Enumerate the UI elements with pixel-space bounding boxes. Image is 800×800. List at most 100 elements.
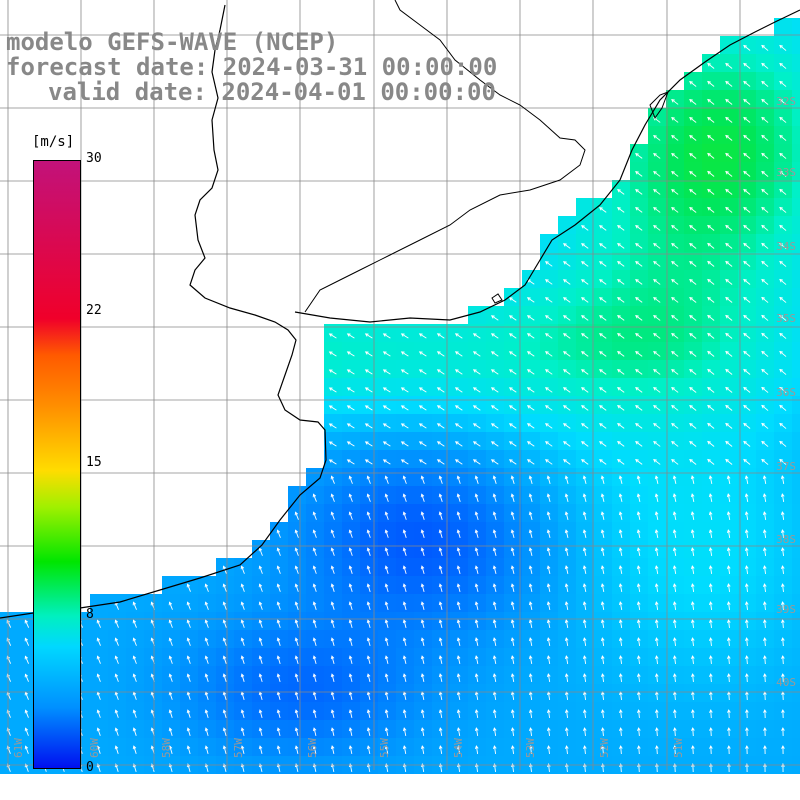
wind-arrow xyxy=(689,422,697,429)
wind-arrow xyxy=(707,62,715,69)
coastline xyxy=(294,9,800,323)
wind-arrow xyxy=(438,619,443,628)
wind-arrow xyxy=(564,475,569,484)
wind-cell xyxy=(792,288,800,306)
wind-arrow xyxy=(779,242,787,249)
wind-arrow xyxy=(600,673,605,683)
wind-arrow xyxy=(743,332,751,339)
wind-cell xyxy=(504,288,522,306)
wind-arrow xyxy=(526,351,535,357)
wind-cell xyxy=(720,378,738,396)
wind-cell xyxy=(504,360,522,378)
wind-arrow xyxy=(384,673,389,682)
wind-arrow xyxy=(472,441,481,447)
wind-cell xyxy=(792,234,800,252)
wind-arrow xyxy=(690,493,695,503)
wind-cell xyxy=(450,360,468,378)
wind-cell xyxy=(558,252,576,270)
wind-arrow xyxy=(490,351,499,357)
wind-arrow xyxy=(763,727,767,737)
wind-arrow xyxy=(689,458,697,465)
wind-arrow xyxy=(725,422,733,429)
wind-arrow xyxy=(707,242,715,249)
wind-arrow xyxy=(743,152,751,159)
wind-cell xyxy=(576,414,594,432)
wind-arrow xyxy=(761,206,769,213)
wind-arrow xyxy=(672,601,677,611)
wind-arrow xyxy=(635,333,643,339)
wind-arrow xyxy=(726,529,731,539)
wind-cell xyxy=(306,468,324,486)
wind-arrow xyxy=(168,637,173,646)
wind-cell xyxy=(396,324,414,342)
wind-arrow xyxy=(653,459,661,465)
wind-cell xyxy=(468,414,486,432)
wind-arrow xyxy=(779,422,787,429)
wind-arrow xyxy=(546,673,551,683)
wind-arrow xyxy=(617,387,625,393)
wind-cell xyxy=(378,432,396,450)
wind-arrow xyxy=(745,655,749,665)
wind-cell xyxy=(342,414,360,432)
wind-arrow xyxy=(653,225,661,231)
wind-arrow xyxy=(744,529,749,539)
wind-arrow xyxy=(726,565,731,575)
wind-cell xyxy=(666,324,684,342)
wind-arrow xyxy=(348,727,353,737)
wind-cell xyxy=(468,450,486,468)
wind-arrow xyxy=(472,423,481,429)
wind-arrow xyxy=(438,511,443,520)
wind-arrow xyxy=(418,405,427,411)
wind-arrow xyxy=(240,565,245,574)
wind-arrow xyxy=(673,745,677,755)
wind-arrow xyxy=(725,206,733,213)
wind-cell xyxy=(630,288,648,306)
wind-cell xyxy=(522,414,540,432)
wind-arrow xyxy=(420,655,425,664)
longitude-label: 57W xyxy=(232,738,245,758)
wind-arrow xyxy=(24,673,29,682)
wind-arrow xyxy=(258,673,263,682)
wind-arrow xyxy=(420,601,425,610)
wind-arrow xyxy=(366,511,371,520)
wind-arrow xyxy=(617,297,625,303)
wind-arrow xyxy=(690,529,695,539)
wind-arrow xyxy=(474,601,479,610)
wind-arrow xyxy=(763,619,767,629)
wind-cell xyxy=(468,432,486,450)
wind-arrow xyxy=(222,673,227,682)
wind-arrow xyxy=(294,601,299,610)
wind-arrow xyxy=(510,655,515,665)
wind-arrow xyxy=(708,475,713,485)
wind-arrow xyxy=(186,745,191,754)
wind-arrow xyxy=(618,619,623,629)
wind-arrow xyxy=(294,565,299,574)
wind-arrow xyxy=(562,369,571,375)
wind-cell xyxy=(594,216,612,234)
wind-arrow xyxy=(258,763,263,772)
wind-cell xyxy=(576,378,594,396)
wind-cell xyxy=(648,198,666,216)
wind-cell xyxy=(432,360,450,378)
wind-arrow xyxy=(454,369,463,375)
wind-arrow xyxy=(564,511,569,520)
wind-arrow xyxy=(599,405,607,411)
wind-arrow xyxy=(328,441,337,447)
wind-arrow xyxy=(222,727,227,736)
wind-arrow xyxy=(348,601,353,610)
wind-cell xyxy=(414,450,432,468)
wind-arrow xyxy=(240,637,245,646)
wind-arrow xyxy=(779,188,787,195)
wind-arrow xyxy=(653,297,661,303)
wind-arrow xyxy=(400,387,409,393)
wind-arrow xyxy=(24,619,30,628)
wind-cell xyxy=(684,216,702,234)
wind-arrow xyxy=(312,511,317,520)
wind-arrow xyxy=(366,655,371,664)
wind-arrow xyxy=(779,458,787,465)
wind-arrow xyxy=(564,529,569,538)
wind-arrow xyxy=(781,637,785,647)
wind-arrow xyxy=(418,441,427,447)
wind-cell xyxy=(558,396,576,414)
wind-cell xyxy=(720,144,738,162)
